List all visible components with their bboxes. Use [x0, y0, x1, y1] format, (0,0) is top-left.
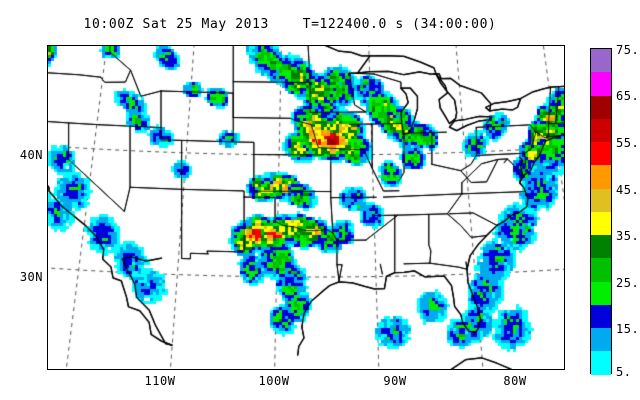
colorbar-band-70-75 [591, 49, 611, 73]
map-plot-area [47, 45, 565, 370]
colorbar-tick-label-3: 45. [616, 183, 640, 197]
x-tick-label-2: 90W [383, 374, 407, 388]
y-tick-label-0: 40N [19, 148, 43, 162]
colorbar-band-65-70 [591, 72, 611, 96]
colorbar-band-5-10 [591, 351, 611, 375]
colorbar-band-20-25 [591, 281, 611, 305]
colorbar-tick-label-0: 75. [616, 43, 640, 57]
colorbar-band-55-60 [591, 118, 611, 143]
colorbar-band-30-35 [591, 235, 611, 259]
colorbar-tick-label-4: 35. [616, 229, 640, 243]
page-title: 10:00Z Sat 25 May 2013 T=122400.0 s (34:… [83, 17, 497, 32]
colorbar-band-50-55 [591, 142, 611, 166]
x-tick-label-0: 110W [144, 374, 176, 388]
colorbar-band-15-20 [591, 304, 611, 329]
y-tick-label-1: 30N [19, 270, 43, 284]
colorbar-tick-label-2: 55. [616, 136, 640, 150]
colorbar [590, 48, 612, 375]
colorbar-band-60-65 [591, 95, 611, 119]
colorbar-band-40-45 [591, 188, 611, 212]
colorbar-tick-label-1: 65. [616, 89, 640, 103]
precipitation-map-canvas [48, 46, 564, 369]
colorbar-band-35-40 [591, 211, 611, 236]
x-tick-label-1: 100W [258, 374, 290, 388]
colorbar-band-10-15 [591, 328, 611, 352]
colorbar-band-45-50 [591, 165, 611, 189]
colorbar-tick-label-7: 5. [616, 365, 632, 379]
x-tick-label-3: 80W [503, 374, 527, 388]
colorbar-band-25-30 [591, 258, 611, 282]
colorbar-tick-label-6: 15. [616, 322, 640, 336]
colorbar-tick-label-5: 25. [616, 276, 640, 290]
